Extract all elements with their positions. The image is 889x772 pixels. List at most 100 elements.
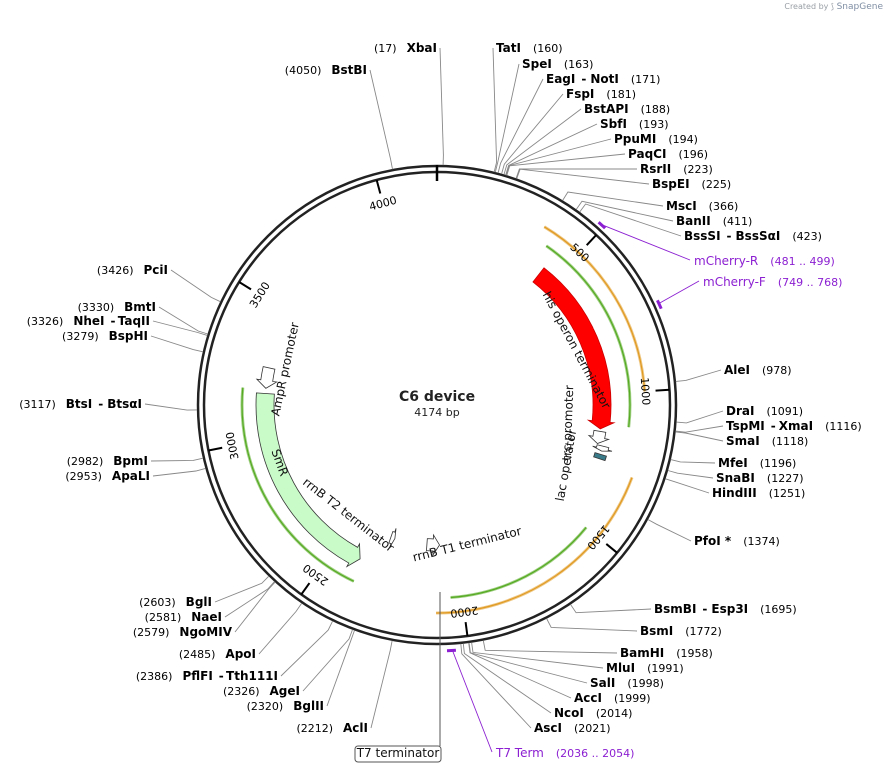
feature-arrow[interactable] (532, 267, 616, 430)
restriction-site-rsrii[interactable]: RsrII (223) (515, 162, 713, 179)
site-label[interactable]: (3330) BmtI (78, 300, 156, 314)
site-label[interactable]: (3426) PciI (97, 263, 168, 277)
site-label[interactable]: (2485) ApoI (179, 647, 256, 661)
restriction-site-bsssi[interactable]: BssSI - BssSαI (423) (579, 203, 822, 243)
site-label[interactable]: (2326) AgeI (223, 684, 300, 698)
site-label[interactable]: (3279) BspHI (62, 329, 148, 343)
site-label[interactable]: BsmBI - Esp3I (1695) (654, 602, 797, 616)
restriction-site-smai[interactable]: SmaI (1118) (675, 431, 809, 448)
primer-mcherry-f[interactable]: mCherry-F (749 .. 768) (656, 275, 842, 310)
restriction-site-asci[interactable]: AscI (2021) (460, 643, 611, 735)
primer-mcherry-r[interactable]: mCherry-R (481 .. 499) (597, 221, 835, 268)
site-label[interactable]: (3326) NheI - TaqII (27, 314, 150, 328)
restriction-site-bpmi[interactable]: (2982) BpmI (67, 454, 204, 468)
feature-arrow[interactable] (388, 528, 397, 548)
restriction-site-ncoi[interactable]: NcoI (2014) (462, 643, 632, 720)
site-label[interactable]: (2603) BglI (139, 595, 212, 609)
restriction-site-alei[interactable]: AleI (978) (675, 363, 792, 382)
restriction-site-pcii[interactable]: (3426) PciI (97, 263, 221, 303)
site-label[interactable]: (2212) AclI (296, 721, 368, 735)
primer-label[interactable]: mCherry-F (749 .. 768) (703, 275, 842, 289)
restriction-site-bspei[interactable]: BspEI (225) (516, 168, 731, 191)
restriction-site-nhei[interactable]: (3326) NheI - TaqII (27, 314, 208, 336)
site-label[interactable]: BamHI (1958) (620, 646, 713, 660)
restriction-site-bstapi[interactable]: BstAPI (188) (503, 102, 670, 175)
site-label[interactable]: MscI (366) (666, 199, 738, 213)
primer-arc[interactable] (446, 648, 457, 653)
site-label[interactable]: PfoI * (1374) (694, 534, 780, 548)
restriction-site-eagi[interactable]: EagI - NotI (171) (497, 72, 660, 174)
restriction-site-hindiii[interactable]: HindIII (1251) (665, 478, 805, 500)
restriction-site-bsphi[interactable]: (3279) BspHI (62, 329, 204, 353)
restriction-site-bglii[interactable]: (2320) BglII (247, 630, 355, 713)
restriction-site-bamhi[interactable]: BamHI (1958) (482, 640, 713, 661)
restriction-site-pflfi[interactable]: (2386) PflFI - Tth111I (136, 620, 334, 683)
primer-label[interactable]: T7 Term (2036 .. 2054) (495, 746, 634, 760)
site-label[interactable]: RsrII (223) (640, 162, 713, 176)
site-label[interactable]: (4050) BstBI (285, 63, 367, 77)
restriction-site-acli[interactable]: (2212) AclI (296, 640, 393, 735)
site-label[interactable]: (2982) BpmI (67, 454, 148, 468)
site-label[interactable]: (3117) BtsI - BtsαI (19, 397, 142, 411)
site-label[interactable]: HindIII (1251) (712, 486, 805, 500)
restriction-site-drai[interactable]: DraI (1091) (676, 404, 803, 424)
site-label[interactable]: MluI (1991) (606, 661, 684, 675)
site-label[interactable]: SnaBI (1227) (716, 471, 803, 485)
feature-arrow[interactable] (255, 392, 361, 568)
restriction-site-bgli[interactable]: (2603) BglI (139, 575, 270, 609)
site-label[interactable]: AleI (978) (724, 363, 792, 377)
restriction-site-xbai[interactable]: (17) XbaI (374, 41, 444, 166)
primer-t7-term[interactable]: T7 Term (2036 .. 2054) (446, 648, 634, 760)
feature-arrow[interactable] (593, 452, 607, 462)
feature-arrow[interactable] (592, 444, 613, 452)
restriction-site-naei[interactable]: (2581) NaeI (145, 581, 275, 624)
site-label[interactable]: EagI - NotI (171) (546, 72, 660, 86)
site-label[interactable]: PpuMI (194) (614, 132, 698, 146)
primer-layer[interactable]: mCherry-R (481 .. 499) mCherry-F (749 .. 76… (446, 221, 842, 760)
feature-arrow[interactable] (426, 533, 441, 557)
site-label[interactable]: SpeI (163) (522, 57, 593, 71)
restriction-site-mfei[interactable]: MfeI (1196) (670, 456, 797, 470)
restriction-site-ppumi[interactable]: PpuMI (194) (505, 132, 698, 176)
feature-t7-terminator[interactable]: T7 terminator (354, 592, 442, 763)
site-label[interactable]: AccI (1999) (574, 691, 651, 705)
restriction-site-ngomiv[interactable]: (2579) NgoMIV (133, 581, 276, 639)
restriction-site-bsmbi[interactable]: BsmBI - Esp3I (1695) (570, 602, 797, 616)
site-label[interactable]: SmaI (1118) (726, 434, 808, 448)
site-label[interactable]: (17) XbaI (374, 41, 437, 55)
site-label[interactable]: AscI (2021) (534, 721, 611, 735)
restriction-site-tspmi[interactable]: TspMI - XmaI (1116) (675, 419, 862, 433)
restriction-site-mlui[interactable]: MluI (1991) (471, 642, 684, 676)
site-label[interactable]: (2320) BglII (247, 699, 324, 713)
restriction-site-agei[interactable]: (2326) AgeI (223, 629, 353, 698)
restriction-site-snabi[interactable]: SnaBI (1227) (667, 470, 804, 486)
restriction-site-apali[interactable]: (2953) ApaLI (65, 467, 206, 483)
site-label[interactable]: SbfI (193) (600, 117, 669, 131)
primer-label[interactable]: mCherry-R (481 .. 499) (694, 254, 835, 268)
feature-arrow[interactable] (587, 429, 611, 444)
restriction-site-btsi[interactable]: (3117) BtsI - BtsαI (19, 397, 198, 411)
site-label[interactable]: SalI (1998) (590, 676, 664, 690)
site-label[interactable]: (2581) NaeI (145, 610, 222, 624)
site-label[interactable]: BanII (411) (676, 214, 752, 228)
site-label[interactable]: (2386) PflFI - Tth111I (136, 669, 278, 683)
restriction-site-pfoi[interactable]: PfoI * (1374) (647, 519, 780, 549)
restriction-site-msci[interactable]: MscI (366) (562, 191, 739, 213)
restriction-site-spei[interactable]: SpeI (163) (494, 57, 593, 173)
restriction-site-fspi[interactable]: FspI (181) (501, 87, 636, 175)
site-label[interactable]: BsmI (1772) (640, 624, 722, 638)
restriction-site-bstbi[interactable]: (4050) BstBI (285, 63, 393, 170)
site-label[interactable]: BssSI - BssSαI (423) (684, 229, 822, 243)
restriction-site-banii[interactable]: BanII (411) (575, 200, 752, 228)
site-label[interactable]: MfeI (1196) (718, 456, 796, 470)
site-label[interactable]: BstAPI (188) (584, 102, 670, 116)
restriction-site-bmti[interactable]: (3330) BmtI (78, 300, 208, 335)
site-label[interactable]: (2953) ApaLI (65, 469, 150, 483)
site-label[interactable]: TspMI - XmaI (1116) (726, 419, 862, 433)
site-label[interactable]: DraI (1091) (726, 404, 803, 418)
restriction-site-apoi[interactable]: (2485) ApoI (179, 602, 303, 661)
restriction-site-bsmi[interactable]: BsmI (1772) (546, 618, 722, 639)
site-label[interactable]: BspEI (225) (652, 177, 731, 191)
feature-rrnb-t1-terminator[interactable]: rrnB T1 terminator (411, 524, 523, 565)
